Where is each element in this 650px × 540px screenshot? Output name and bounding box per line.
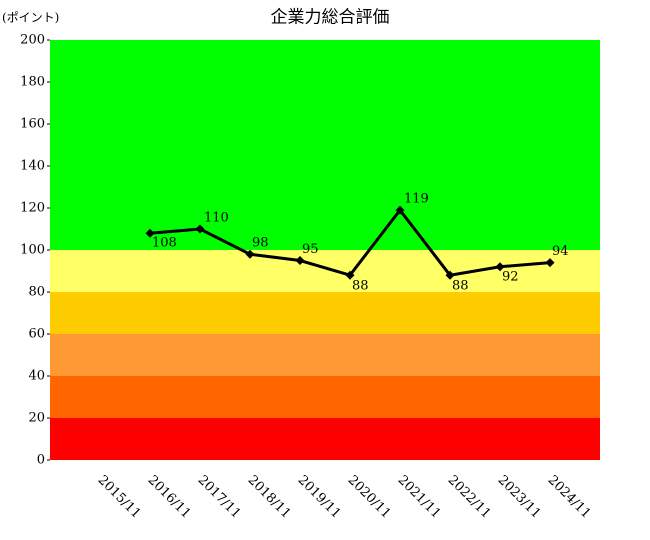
band xyxy=(50,376,600,418)
y-tick-label: 160 xyxy=(20,117,45,132)
point xyxy=(445,270,455,280)
y-tick-label: 200 xyxy=(20,33,45,48)
band xyxy=(50,418,600,460)
band xyxy=(50,40,600,250)
point xyxy=(295,256,305,265)
band xyxy=(50,334,600,376)
chart-title: 企業力総合評価 xyxy=(271,8,390,28)
x-tick-label: 2022/11 xyxy=(445,473,494,522)
band xyxy=(50,292,600,334)
point xyxy=(245,249,255,259)
value-label: 110 xyxy=(204,211,229,226)
x-tick-label: 2024/11 xyxy=(545,473,594,522)
x-tick-label: 2018/11 xyxy=(245,473,294,522)
value-label: 119 xyxy=(404,192,429,207)
y-tick-label: 60 xyxy=(28,327,45,342)
y-tick-label: 140 xyxy=(20,159,45,174)
x-tick-label: 2016/11 xyxy=(145,473,194,522)
point xyxy=(345,270,355,280)
value-label: 95 xyxy=(302,242,319,257)
y-tick-label: 20 xyxy=(28,411,45,426)
point xyxy=(395,205,405,215)
value-label: 108 xyxy=(152,236,177,251)
band xyxy=(50,250,600,292)
x-tick-label: 2020/11 xyxy=(345,473,394,522)
point xyxy=(545,258,555,268)
x-tick-label: 2019/11 xyxy=(295,473,344,522)
point xyxy=(145,228,155,238)
y-tick-label: 120 xyxy=(20,201,45,216)
value-label: 98 xyxy=(252,236,269,251)
x-tick-label: 2015/11 xyxy=(95,473,144,522)
value-label: 92 xyxy=(502,269,519,284)
y-tick-label: 40 xyxy=(28,369,45,384)
x-tick-label: 2021/11 xyxy=(395,473,444,522)
y-tick-label: 180 xyxy=(20,75,45,90)
x-tick-label: 2023/11 xyxy=(495,473,544,522)
y-tick-label: 80 xyxy=(28,285,45,300)
point xyxy=(195,224,205,234)
value-label: 88 xyxy=(352,279,369,294)
y-axis-label: (ポイント) xyxy=(2,11,59,25)
value-label: 88 xyxy=(452,279,469,294)
y-tick-label: 100 xyxy=(20,243,45,258)
value-label: 94 xyxy=(552,244,569,259)
point xyxy=(495,262,505,272)
y-tick-label: 0 xyxy=(37,453,45,468)
x-tick-label: 2017/11 xyxy=(195,473,244,522)
